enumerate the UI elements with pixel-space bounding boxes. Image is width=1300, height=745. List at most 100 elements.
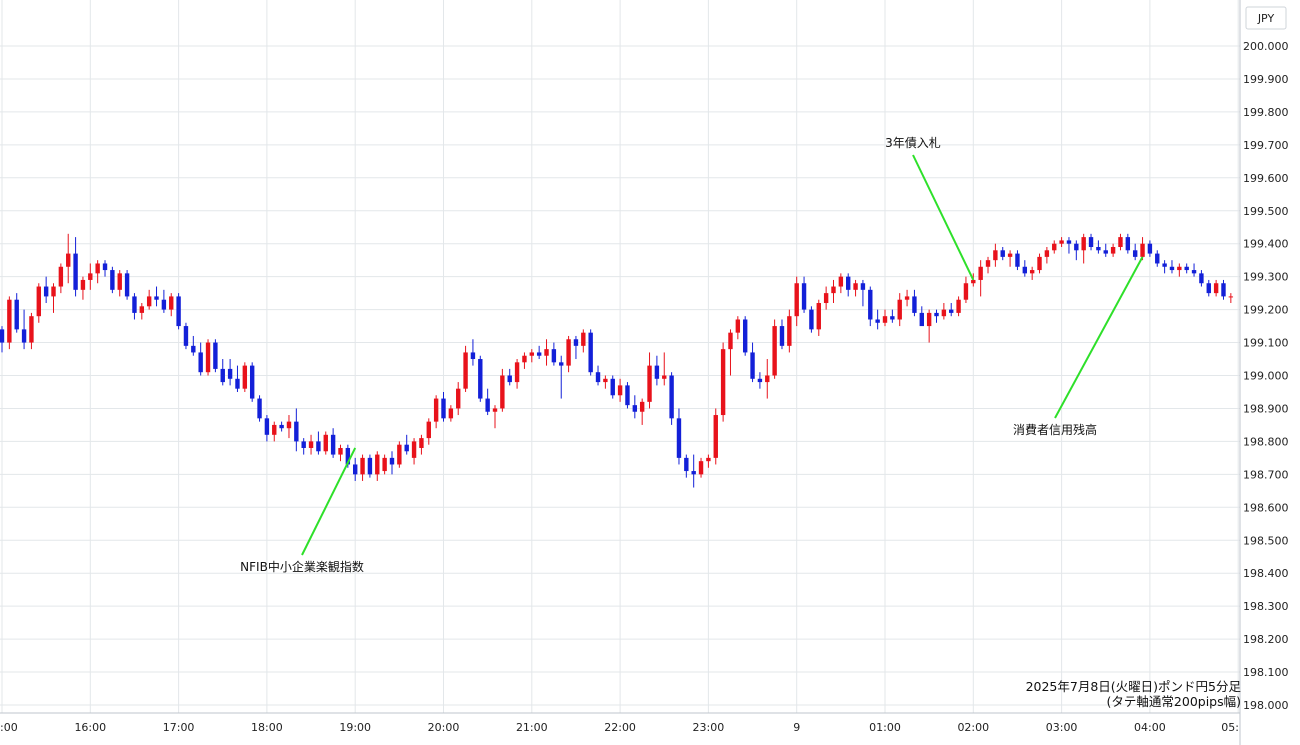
candle: [926, 309, 932, 343]
candle-body: [1044, 250, 1050, 257]
candle: [1059, 237, 1064, 247]
candle-body: [1059, 240, 1064, 244]
candle-body: [1000, 250, 1005, 257]
candle: [227, 359, 233, 386]
candle-body: [176, 296, 181, 327]
y-tick-label: 199.800: [1243, 106, 1289, 119]
candle: [662, 352, 667, 386]
candle: [1162, 260, 1167, 274]
candle-body: [801, 283, 807, 310]
candle-body: [882, 316, 888, 323]
candle-body: [897, 299, 902, 320]
candle-body: [1147, 243, 1153, 254]
y-tick-label: 200.000: [1243, 40, 1289, 53]
candle: [794, 276, 799, 327]
candle: [875, 309, 880, 330]
y-tick-label: 199.100: [1243, 337, 1289, 350]
candle: [890, 309, 895, 323]
candle-body: [43, 286, 49, 297]
candle: [404, 434, 409, 455]
candle-body: [294, 421, 299, 442]
x-tick-label: 22:00: [604, 721, 636, 734]
candle: [750, 342, 755, 383]
annotation-pointer: [912, 154, 975, 281]
candle: [669, 372, 674, 425]
candle: [80, 276, 86, 300]
candle: [860, 279, 866, 307]
candle-body: [1052, 243, 1057, 251]
candle: [448, 405, 454, 422]
candle: [949, 303, 954, 317]
candle-body: [522, 355, 527, 363]
caption-line-1: 2025年7月8日(火曜日)ポンド円5分足: [1026, 679, 1242, 694]
candle: [176, 293, 181, 330]
y-tick-label: 199.300: [1243, 271, 1289, 284]
candle: [823, 286, 829, 310]
candle: [801, 276, 807, 313]
candle: [66, 233, 71, 284]
candle: [1052, 240, 1057, 254]
candle: [706, 454, 711, 468]
caption-line-2: (タテ軸通常200pips幅): [1107, 694, 1241, 709]
candle: [426, 418, 431, 445]
candle: [139, 303, 145, 320]
candle-body: [588, 332, 593, 373]
candle: [360, 454, 365, 481]
y-tick-label: 199.500: [1243, 205, 1289, 218]
candle: [897, 293, 902, 327]
candle: [684, 454, 689, 478]
candle-body: [926, 312, 932, 327]
candle-body: [1081, 237, 1086, 251]
candle-body: [662, 375, 667, 379]
candle: [1199, 270, 1204, 287]
x-tick-label: 04:00: [1134, 721, 1166, 734]
candle-body: [426, 421, 431, 439]
candle: [1103, 243, 1108, 257]
candle-body: [375, 454, 380, 475]
candle-body: [1177, 266, 1182, 271]
candle-body: [1125, 237, 1131, 251]
candle: [573, 335, 579, 360]
candle: [676, 408, 682, 465]
candle-body: [617, 385, 623, 396]
candle: [588, 329, 593, 376]
y-tick-label: 198.800: [1243, 435, 1289, 448]
x-tick-label: 17:00: [163, 721, 195, 734]
candle: [242, 362, 248, 392]
candle-body: [691, 471, 696, 475]
x-tick-label: 03:00: [1046, 721, 1078, 734]
candle: [691, 454, 696, 488]
candle: [1037, 253, 1042, 274]
x-tick-label: 18:00: [251, 721, 283, 734]
candle: [1015, 250, 1020, 271]
candle: [183, 322, 189, 350]
candle-body: [1022, 266, 1028, 274]
candle: [470, 339, 476, 366]
y-tick-label: 199.000: [1243, 370, 1289, 383]
candle: [198, 342, 203, 376]
candle-body: [95, 263, 100, 274]
candle: [14, 293, 19, 333]
candle-body: [853, 283, 858, 290]
candle: [1074, 240, 1079, 261]
candle: [279, 421, 284, 432]
candle: [220, 359, 225, 386]
candle-body: [1184, 266, 1189, 271]
candle: [492, 405, 498, 429]
candle: [757, 372, 763, 389]
candle-body: [389, 457, 395, 465]
candle-body: [235, 378, 240, 389]
candle: [1177, 263, 1182, 277]
candle-body: [1199, 273, 1204, 284]
candle: [1228, 293, 1234, 304]
annotation-label: 3年債入札: [885, 135, 941, 150]
candle: [1081, 233, 1086, 264]
candle: [500, 368, 505, 412]
candle: [124, 270, 130, 300]
currency-badge: [1245, 6, 1287, 30]
candle-body: [463, 352, 468, 389]
candle-body: [860, 283, 866, 290]
x-tick-label: 02:00: [957, 721, 989, 734]
candle: [478, 355, 483, 402]
candle: [1022, 260, 1028, 277]
